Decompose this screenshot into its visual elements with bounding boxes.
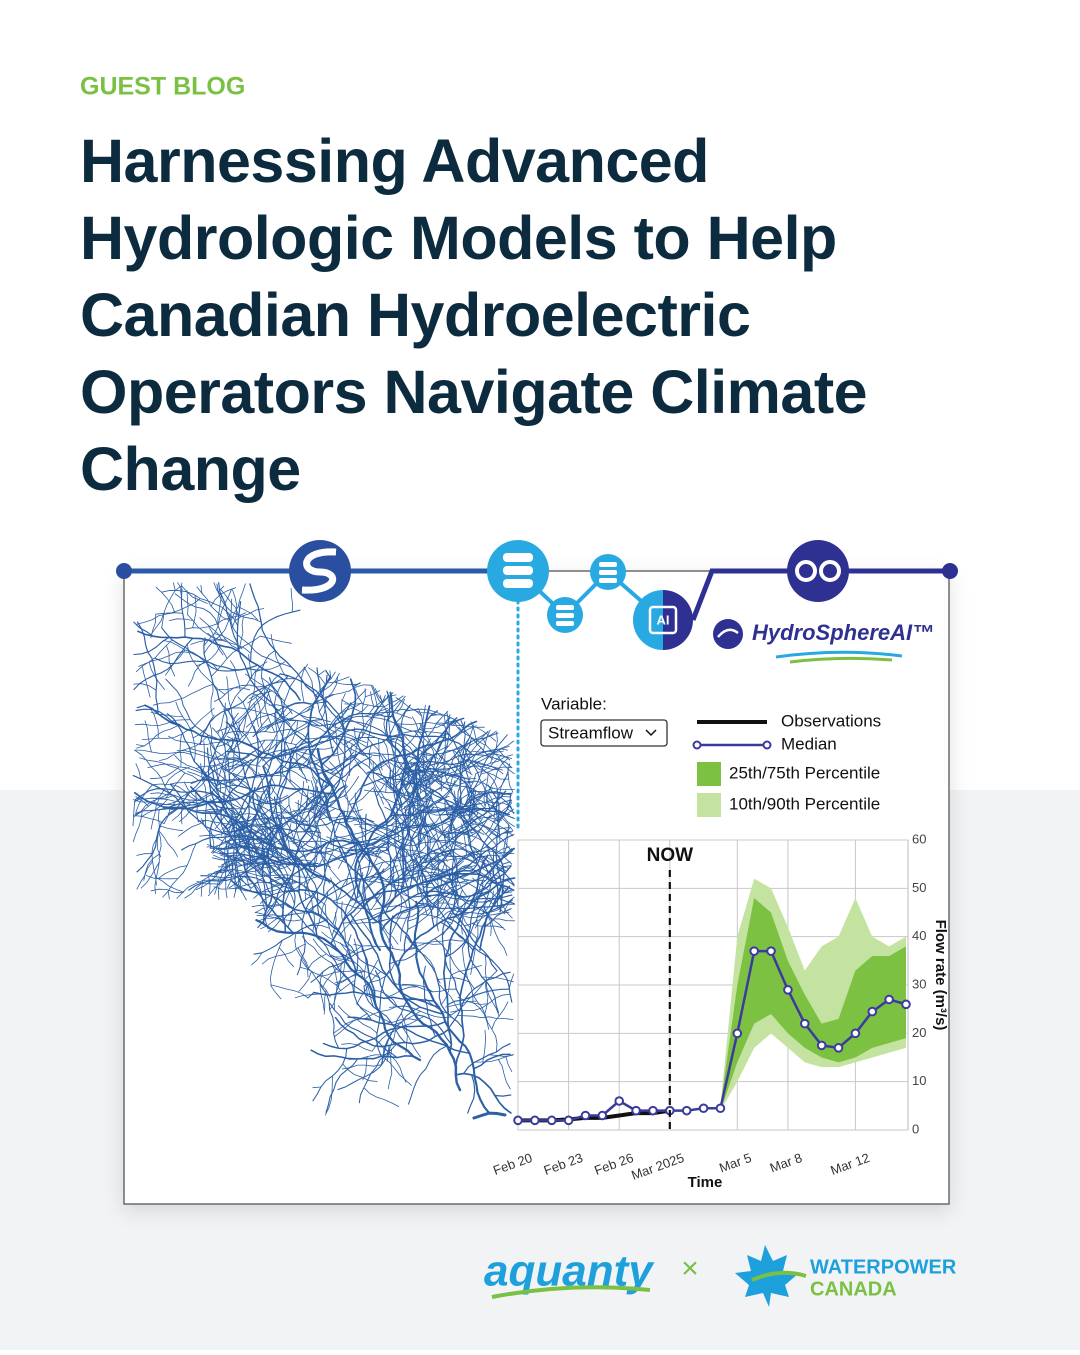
series-point [582,1112,590,1120]
series-point [902,1001,910,1009]
series-point [615,1097,623,1105]
legend-label: 10th/90th Percentile [729,794,880,813]
series-point [750,947,758,955]
y-axis-label: Flow rate (m³/s) [932,920,949,1031]
title-line: Canadian Hydroelectric [80,281,750,349]
series-point [632,1107,640,1115]
series-point [565,1117,573,1125]
legend-swatch [764,742,771,749]
section-label: GUEST BLOG [80,73,245,101]
series-point [784,986,792,994]
y-tick-label: 50 [912,880,926,895]
title-line: Change [80,435,301,503]
title-line: Harnessing Advanced [80,127,709,195]
times-sign: × [681,1252,699,1285]
hydrosphere-icon [713,619,743,649]
series-point [683,1107,691,1115]
series-point [852,1030,860,1038]
series-point [514,1117,522,1125]
series-point [885,996,893,1004]
dropdown-value: Streamflow [548,723,634,742]
legend-swatch [697,762,721,786]
y-tick-label: 40 [912,928,926,943]
waterpower-logo: CANADA [810,1278,897,1300]
variable-label: Variable: [541,694,607,713]
series-point [700,1104,708,1112]
y-tick-label: 60 [912,831,926,846]
legend-swatch [694,742,701,749]
series-point [649,1107,657,1115]
annotation: NOW [647,845,694,866]
y-tick-label: 0 [912,1121,919,1136]
legend-label: Median [781,734,837,753]
title-line: Operators Navigate Climate [80,358,867,426]
series-point [835,1044,843,1052]
legend-label: 25th/75th Percentile [729,763,880,782]
title-line: Hydrologic Models to Help [80,204,837,272]
series-point [767,947,775,955]
series-point [818,1042,826,1050]
y-tick-label: 20 [912,1025,926,1040]
legend-swatch [697,793,721,817]
waterpower-logo: WATERPOWER [810,1256,957,1278]
series-point [599,1112,607,1120]
hydrosphere-logo: HydroSphereAI™ [752,620,934,645]
y-tick-label: 30 [912,976,926,991]
x-axis-label: Time [688,1174,723,1191]
svg-text:AI: AI [657,612,670,627]
series-point [801,1020,809,1028]
y-tick-label: 10 [912,1073,926,1088]
series-point [868,1008,876,1016]
series-point [734,1030,742,1038]
series-point [717,1104,725,1112]
legend-label: Observations [781,711,881,730]
series-point [548,1117,556,1125]
series-point [531,1117,539,1125]
